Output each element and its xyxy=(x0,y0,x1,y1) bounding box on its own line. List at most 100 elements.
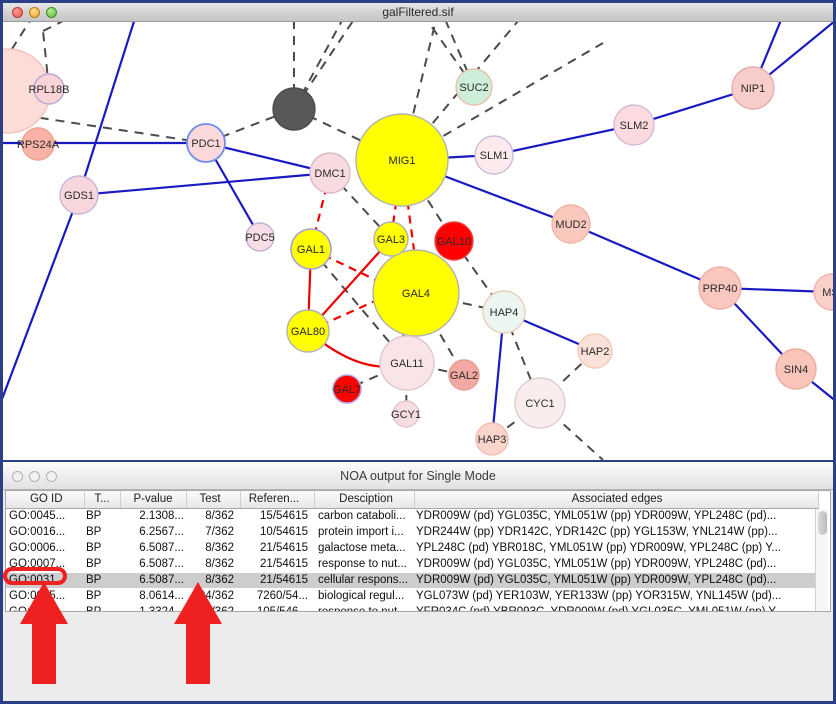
column-header-p-value[interactable]: P-value xyxy=(120,491,187,509)
cell-associated-edges: YGL073W (pd) YER103W, YER133W (pp) YOR31… xyxy=(416,590,782,602)
node-circle[interactable] xyxy=(577,333,613,369)
minimize-button[interactable] xyxy=(29,7,40,18)
node-label: HAP2 xyxy=(581,346,610,358)
node-label: GAL10 xyxy=(437,236,471,248)
node-label: GAL7 xyxy=(333,384,361,396)
cell-reference: 7260/54... xyxy=(256,590,308,602)
cell-type: BP xyxy=(86,606,102,612)
node-label: DMC1 xyxy=(314,168,345,180)
node-circle[interactable] xyxy=(551,204,591,244)
table-row[interactable]: GO:0006... BP 6.5087... 8/362 21/54615 galact… xyxy=(6,540,818,556)
network-canvas[interactable]: .eb { stroke:#1a1ac2; stroke-width:2.2; … xyxy=(3,3,833,460)
table-row[interactable]: GO:0031... BP 6.5087... 8/362 21/54615 cellul… xyxy=(6,572,818,588)
node-circle[interactable] xyxy=(448,359,480,391)
go-results-table[interactable]: GO ID T... P-value Test Referen... Desci… xyxy=(5,490,831,612)
node-circle[interactable] xyxy=(372,249,460,337)
cell-reference: 21/54615 xyxy=(260,558,308,570)
cell-associated-edges: YDR009W (pd) YGL035C, YML051W (pp) YDR00… xyxy=(416,558,777,570)
cell-description: galactose meta... xyxy=(318,542,406,554)
node-circle[interactable] xyxy=(59,175,99,215)
table-row[interactable]: GO:0065...BP8.0614...94/3627260/54...bio… xyxy=(6,588,818,604)
node-label: SIN4 xyxy=(784,364,808,376)
cell-p-value: 6.2567... xyxy=(139,526,184,538)
node-label: RPL18B xyxy=(29,84,70,96)
column-header-reference[interactable]: Referen... xyxy=(240,491,315,509)
node-label: PDC5 xyxy=(245,232,274,244)
cell-p-value: 2.1308... xyxy=(139,510,184,522)
table-row[interactable]: GO:0031...BP1.3324...11/362105/546...res… xyxy=(6,604,818,612)
node-circle[interactable] xyxy=(813,273,833,311)
cell-p-value: 6.5087... xyxy=(139,558,184,570)
column-header-associated-edges[interactable]: Associated edges xyxy=(414,491,819,509)
table-row[interactable]: GO:0007... BP 6.5087... 8/362 21/54615 respon… xyxy=(6,556,818,572)
close-button[interactable] xyxy=(12,7,23,18)
column-header-description[interactable]: Desciption xyxy=(314,491,415,509)
node-circle[interactable] xyxy=(309,152,351,194)
node-circle[interactable] xyxy=(474,135,514,175)
node-circle[interactable] xyxy=(245,222,275,252)
cell-test: 8/362 xyxy=(205,542,234,554)
node-circle[interactable] xyxy=(731,66,775,110)
node-label: GAL2 xyxy=(450,370,478,382)
node-circle[interactable] xyxy=(373,221,409,257)
cell-type: BP xyxy=(86,590,102,602)
node-circle[interactable] xyxy=(698,266,742,310)
node-circle[interactable] xyxy=(379,335,435,391)
node-label: SUC2 xyxy=(459,82,488,94)
cell-go-id: GO:0045... xyxy=(9,510,66,522)
node-circle[interactable] xyxy=(613,104,655,146)
noa-maximize-button[interactable] xyxy=(46,471,57,482)
cell-test: 8/362 xyxy=(205,558,234,570)
node-circle[interactable] xyxy=(434,221,474,261)
node-circle[interactable] xyxy=(355,113,449,207)
cell-type: BP xyxy=(86,510,102,522)
noa-close-button[interactable] xyxy=(12,471,23,482)
node-circle[interactable] xyxy=(272,87,316,131)
node-label: HAP4 xyxy=(490,307,519,319)
cell-associated-edges: YDR244W (pp) YDR142C, YDR142C (pp) YGL15… xyxy=(416,526,778,538)
column-header-go-id[interactable]: GO ID xyxy=(6,491,85,509)
cell-type: BP xyxy=(86,542,102,554)
table-row[interactable]: GO:0045... BP 2.1308... 8/362 15/54615 carbon… xyxy=(6,508,818,524)
node-circle[interactable] xyxy=(33,73,65,105)
node-circle[interactable] xyxy=(332,374,362,404)
node-circle[interactable] xyxy=(514,377,566,429)
cell-reference: 105/546... xyxy=(256,606,308,612)
node-circle[interactable] xyxy=(455,68,493,106)
column-header-test[interactable]: Test xyxy=(186,491,241,509)
node-label: NIP1 xyxy=(741,83,765,95)
node-label: PDC1 xyxy=(191,138,220,150)
network-graph[interactable]: .eb { stroke:#1a1ac2; stroke-width:2.2; … xyxy=(3,3,833,460)
node-circle[interactable] xyxy=(392,400,420,428)
node-label: GAL11 xyxy=(390,358,423,370)
cell-type: BP xyxy=(86,526,102,538)
node-circle[interactable] xyxy=(286,309,330,353)
node-circle[interactable] xyxy=(21,127,55,161)
cell-reference: 15/54615 xyxy=(260,510,308,522)
node-circle[interactable] xyxy=(290,228,332,270)
cell-p-value: 6.5087... xyxy=(120,572,186,588)
table-vertical-scrollbar[interactable] xyxy=(815,509,828,611)
table-row[interactable]: GO:0016... BP 6.2567... 7/362 10/54615 protei… xyxy=(6,524,818,540)
nodes: RPL18B RPS24A GDS1 PDC1 PDC5 SUC2 MIG1 S… xyxy=(3,48,833,456)
node-circle[interactable] xyxy=(482,290,526,334)
noa-title-bar[interactable]: NOA output for Single Mode xyxy=(3,462,833,490)
scrollbar-thumb[interactable] xyxy=(818,511,827,535)
maximize-button[interactable] xyxy=(46,7,57,18)
node-label: CYC1 xyxy=(525,398,554,410)
noa-minimize-button[interactable] xyxy=(29,471,40,482)
cell-description: biological regul... xyxy=(318,590,405,602)
column-header-type[interactable]: T... xyxy=(84,491,121,509)
annotation-arrow-right xyxy=(174,582,222,684)
node-circle[interactable] xyxy=(475,422,509,456)
annotation-arrow-left xyxy=(20,582,68,684)
noa-window-title: NOA output for Single Mode xyxy=(340,469,496,483)
cell-go-id: GO:0016... xyxy=(9,526,66,538)
network-title-bar[interactable]: galFiltered.sif xyxy=(3,3,833,22)
node-label: GDS1 xyxy=(64,190,94,202)
cell-associated-edges: YFR034C (pd) YBR093C, YDR009W (pd) YGL03… xyxy=(416,606,785,612)
node-circle[interactable] xyxy=(775,348,817,390)
cell-reference: 21/54615 xyxy=(240,572,314,588)
node-circle[interactable] xyxy=(186,123,226,163)
